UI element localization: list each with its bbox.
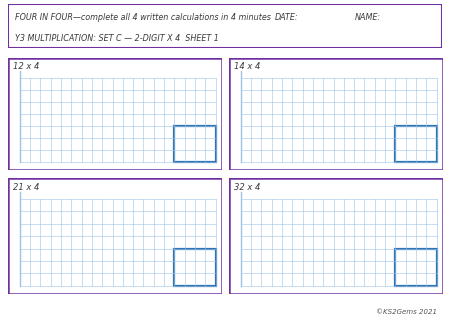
Text: 12 x 4: 12 x 4 <box>14 62 40 72</box>
Text: Y3 MULTIPLICATION: SET C — 2-DIGIT X 4  SHEET 1: Y3 MULTIPLICATION: SET C — 2-DIGIT X 4 S… <box>14 34 218 43</box>
Bar <box>396 249 436 286</box>
Text: 21 x 4: 21 x 4 <box>14 183 40 192</box>
Text: NAME:: NAME: <box>355 13 381 22</box>
Text: 32 x 4: 32 x 4 <box>234 183 261 192</box>
Bar <box>174 249 216 286</box>
Text: ©KS2Gems 2021: ©KS2Gems 2021 <box>375 309 436 315</box>
Text: 14 x 4: 14 x 4 <box>234 62 261 72</box>
Text: DATE:: DATE: <box>275 13 298 22</box>
Bar <box>396 126 436 162</box>
Bar <box>174 126 216 162</box>
Text: FOUR IN FOUR—complete all 4 written calculations in 4 minutes: FOUR IN FOUR—complete all 4 written calc… <box>14 13 270 22</box>
